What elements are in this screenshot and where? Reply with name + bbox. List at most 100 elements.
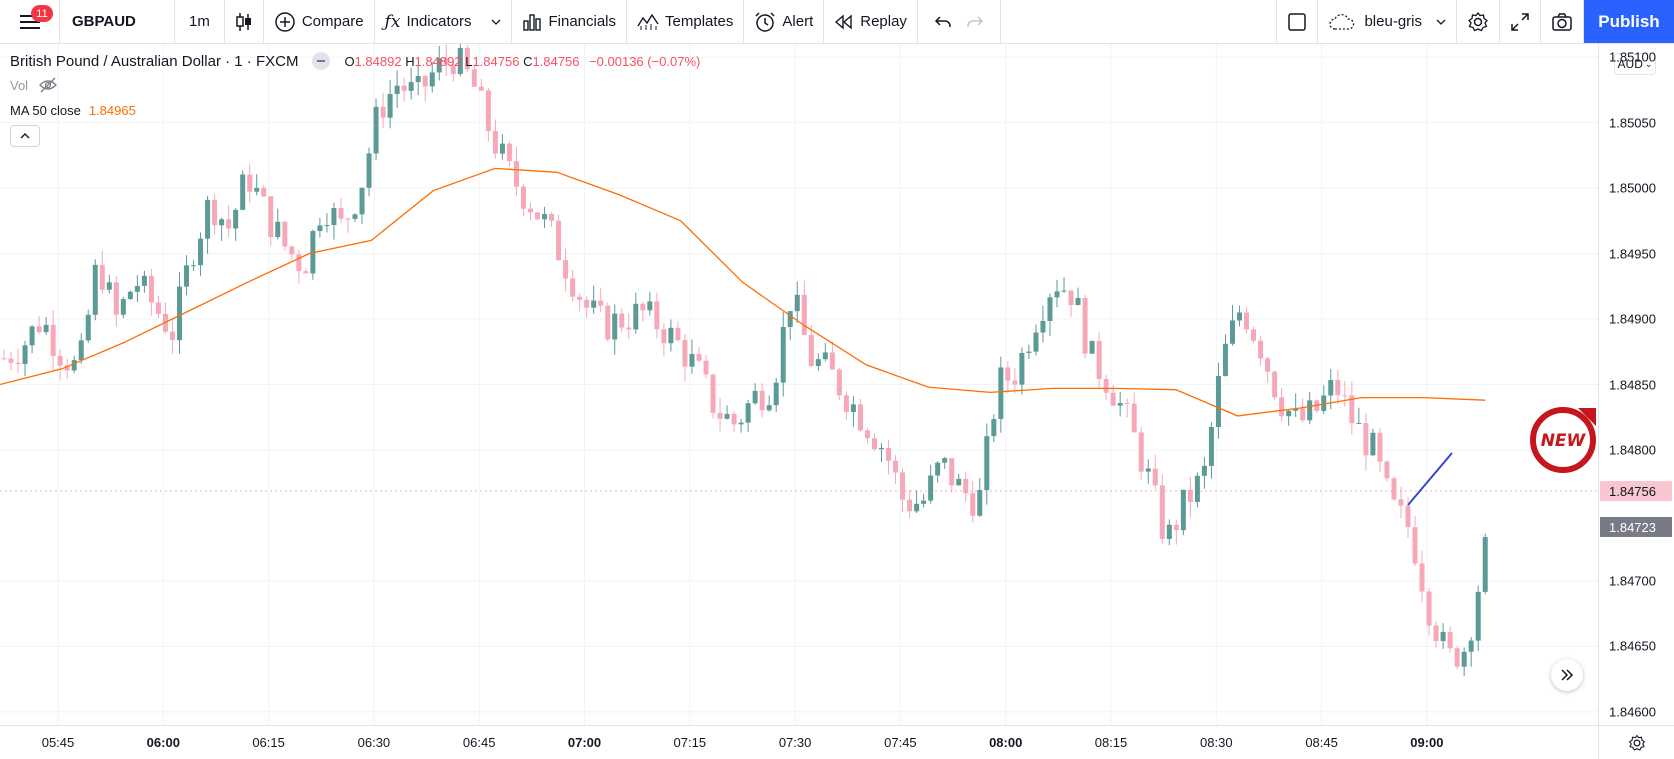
candle (675, 321, 681, 342)
snapshot-button[interactable] (1541, 0, 1584, 43)
collapse-legend-button[interactable] (10, 125, 40, 147)
price-tick-label: 1.85050 (1609, 115, 1656, 131)
current-price-tag: 1.84723 (1600, 517, 1672, 537)
time-tick-label: 06:00 (146, 735, 180, 750)
candle (1201, 457, 1207, 489)
camera-icon (1552, 12, 1572, 31)
candle (1180, 489, 1186, 536)
candle (822, 343, 828, 362)
ma-legend[interactable]: MA 50 close 1.84965 (10, 103, 136, 118)
axis-settings-button[interactable] (1598, 725, 1674, 759)
candle (205, 195, 211, 254)
candle (247, 163, 253, 203)
price-tick-label: 1.84600 (1609, 704, 1656, 720)
indicators-button[interactable]: ƒx Indicators (375, 0, 513, 43)
candle (935, 461, 941, 483)
financials-button[interactable]: Financials (512, 0, 628, 43)
open-label: O (344, 53, 355, 69)
candle (184, 255, 190, 296)
candle (584, 296, 590, 318)
time-tick-label: 09:00 (1410, 735, 1444, 750)
candle (570, 270, 576, 302)
candle (366, 147, 372, 197)
eye-off-icon[interactable] (38, 77, 58, 93)
symbol-search-button[interactable]: GBPAUD (60, 0, 175, 43)
compare-button[interactable]: Compare (264, 0, 375, 43)
candle (577, 293, 583, 312)
candle (1272, 370, 1278, 400)
candle (850, 396, 856, 427)
chart-type-button[interactable] (225, 0, 264, 43)
candle (1, 349, 7, 361)
candle (352, 213, 358, 222)
candle (829, 341, 835, 370)
fullscreen-layout-button[interactable] (1277, 0, 1319, 43)
publish-button[interactable]: Publish (1584, 0, 1674, 43)
candle (843, 391, 849, 420)
double-chevron-right-icon (1561, 669, 1574, 681)
candle (471, 64, 477, 88)
undo-icon[interactable] (934, 15, 952, 29)
chevron-down-icon (492, 19, 501, 25)
time-axis[interactable]: 05:45 06:00 06:15 06:30 06:45 07:00 07:15 07:30… (0, 725, 1598, 759)
candle (127, 290, 133, 300)
financials-label: Financials (548, 13, 617, 30)
symbol-description[interactable]: British Pound / Australian Dollar · 1 · … (10, 52, 299, 70)
candle (436, 45, 442, 81)
candle (141, 270, 147, 293)
candle (1166, 519, 1172, 546)
candle (373, 98, 379, 161)
vol-label: Vol (10, 77, 29, 93)
candle (169, 319, 175, 354)
candle (1377, 428, 1383, 473)
fullscreen-button[interactable] (1500, 0, 1541, 43)
main-menu-button[interactable]: 11 (0, 0, 60, 43)
candle (1230, 304, 1235, 346)
chevron-down-icon: ⌄ (1644, 58, 1653, 69)
high-value: 1.84892 (414, 53, 462, 69)
candle (703, 355, 709, 379)
indicators-label: Indicators (406, 13, 472, 30)
trend-line-drawing[interactable] (1407, 452, 1453, 506)
new-sticker[interactable]: NEW (1530, 400, 1600, 478)
candle (29, 325, 35, 354)
alert-button[interactable]: Alert (744, 0, 825, 43)
candle (689, 339, 695, 374)
candle (485, 87, 491, 142)
candle (984, 423, 990, 505)
candle (633, 292, 639, 334)
candle (773, 377, 779, 412)
price-axis[interactable]: AUD ⌄ 1.85100 1.85050 1.85000 1.84950 1.84900… (1598, 44, 1674, 725)
price-tick-label: 1.85000 (1609, 180, 1656, 196)
time-tick-label: 07:30 (778, 735, 812, 750)
candle (864, 428, 870, 444)
candle (1447, 626, 1453, 653)
candle (268, 196, 274, 246)
price-chart[interactable] (0, 44, 1598, 725)
change-value: −0.00136 (−0.07%) (589, 53, 701, 69)
candle (387, 79, 393, 129)
templates-icon (637, 13, 659, 30)
candle (928, 464, 934, 504)
candle (1061, 277, 1067, 293)
settings-button[interactable] (1457, 0, 1500, 43)
candle (766, 395, 772, 412)
templates-button[interactable]: Templates (627, 0, 745, 43)
candle (148, 268, 154, 316)
replay-button[interactable]: Replay (824, 0, 918, 43)
interval-button[interactable]: 1m (175, 0, 225, 43)
candle (1475, 585, 1481, 651)
scroll-to-realtime-button[interactable] (1551, 659, 1583, 691)
candle (1321, 385, 1327, 414)
redo-icon[interactable] (966, 15, 984, 29)
currency-select[interactable]: AUD ⌄ (1614, 53, 1656, 75)
time-tick-label: 06:45 (462, 735, 496, 750)
candle (275, 208, 281, 240)
candle (1019, 347, 1025, 395)
layout-button[interactable]: bleu-gris (1318, 0, 1457, 43)
hide-series-button[interactable] (312, 52, 331, 70)
candle (1005, 361, 1011, 393)
candle (219, 217, 225, 241)
low-label: L (465, 53, 473, 69)
